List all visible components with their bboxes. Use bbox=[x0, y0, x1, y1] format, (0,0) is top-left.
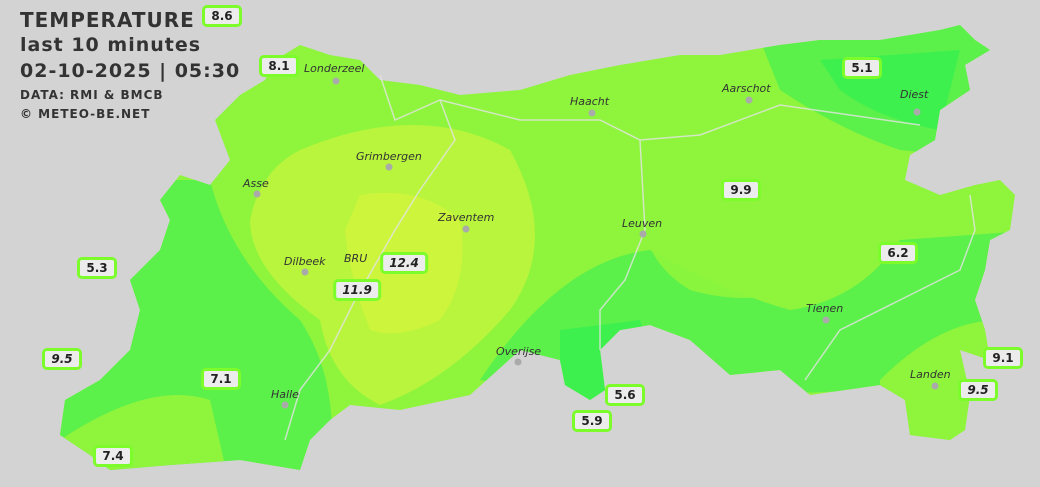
station-value[interactable]: 7.1 bbox=[201, 368, 241, 390]
station-value[interactable]: 5.6 bbox=[605, 384, 645, 406]
city-brussels: BRU bbox=[344, 252, 368, 265]
station-value[interactable]: 7.4 bbox=[93, 445, 133, 467]
station-value[interactable]: 6.2 bbox=[878, 242, 918, 264]
map-datetime: 02-10-2025 | 05:30 bbox=[20, 60, 241, 82]
station-value[interactable]: 9.5 bbox=[958, 379, 998, 401]
station-value[interactable]: 8.6 bbox=[202, 5, 242, 27]
city-grimbergen: Grimbergen bbox=[356, 150, 422, 163]
city-asse: Asse bbox=[243, 177, 269, 190]
station-value[interactable]: 9.5 bbox=[42, 348, 82, 370]
city-leuven: Leuven bbox=[622, 217, 663, 230]
province-borders bbox=[284, 74, 976, 441]
station-value[interactable]: 11.9 bbox=[333, 279, 381, 301]
city-landen: Landen bbox=[910, 368, 951, 381]
station-value[interactable]: 9.9 bbox=[721, 179, 761, 201]
city-dot bbox=[588, 109, 596, 117]
city-dot bbox=[281, 401, 289, 409]
data-source: DATA: RMI & BMCB bbox=[20, 88, 164, 102]
city-halle: Halle bbox=[271, 388, 299, 401]
city-dot bbox=[931, 382, 939, 390]
city-zaventem: Zaventem bbox=[438, 211, 495, 224]
city-overijse: Overijse bbox=[496, 345, 542, 358]
city-dot bbox=[913, 108, 921, 116]
city-dot bbox=[514, 358, 522, 366]
city-dot bbox=[301, 268, 309, 276]
map-title: TEMPERATURE bbox=[20, 8, 195, 32]
city-dot bbox=[462, 225, 470, 233]
city-londerzeel: Londerzeel bbox=[304, 62, 365, 75]
map-subtitle: last 10 minutes bbox=[20, 34, 202, 56]
city-diest: Diest bbox=[900, 88, 929, 101]
station-value[interactable]: 8.1 bbox=[259, 55, 299, 77]
city-dot bbox=[639, 230, 647, 238]
city-dot bbox=[822, 316, 830, 324]
city-aarschot: Aarschot bbox=[722, 82, 771, 95]
station-value[interactable]: 5.9 bbox=[572, 410, 612, 432]
city-dot bbox=[253, 190, 261, 198]
station-value[interactable]: 5.3 bbox=[77, 257, 117, 279]
city-dot bbox=[745, 96, 753, 104]
city-dilbeek: Dilbeek bbox=[284, 255, 326, 268]
city-dot bbox=[332, 77, 340, 85]
city-dot bbox=[385, 163, 393, 171]
station-value[interactable]: 9.1 bbox=[983, 347, 1023, 369]
city-haacht: Haacht bbox=[570, 95, 610, 108]
city-tienen: Tienen bbox=[806, 302, 844, 315]
credit: © METEO-BE.NET bbox=[20, 107, 151, 121]
station-value[interactable]: 12.4 bbox=[380, 252, 428, 274]
station-value[interactable]: 5.1 bbox=[842, 57, 882, 79]
